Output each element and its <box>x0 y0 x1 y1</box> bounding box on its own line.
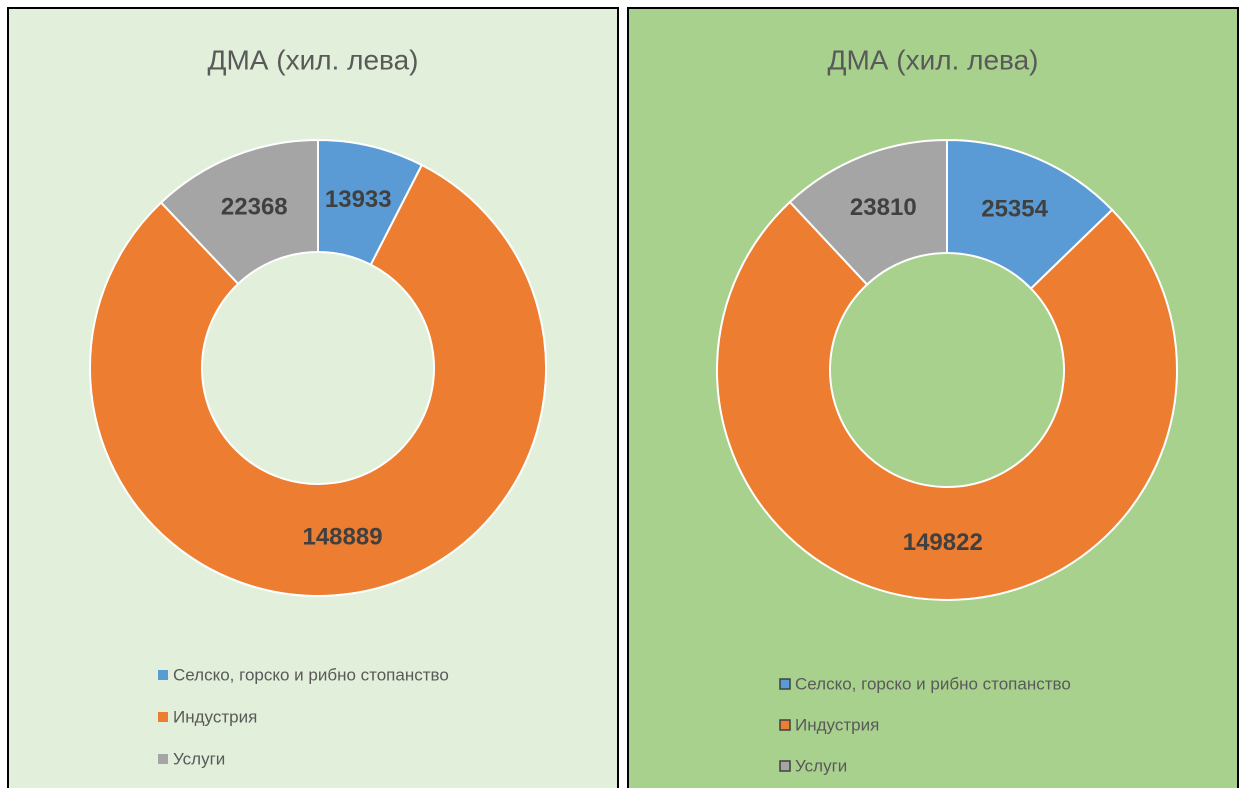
legend-marker <box>779 760 791 772</box>
legend-label: Услуги <box>795 756 847 775</box>
donut-segment <box>715 200 1178 602</box>
donut-segment <box>159 138 319 286</box>
legend-marker <box>779 719 791 731</box>
chart-panel: ДМА (хил. лева) 25354 149822 23810 Селско, г… <box>627 7 1239 788</box>
legend-marker <box>158 712 168 722</box>
donut-segment <box>89 163 547 597</box>
data-label: 149822 <box>903 529 983 556</box>
data-label: 148889 <box>302 524 382 551</box>
legend-label: Услуги <box>173 749 225 768</box>
data-label: 23810 <box>850 194 917 221</box>
legend-label: Индустрия <box>795 715 879 734</box>
donut-segment <box>788 138 948 286</box>
legend-label: Селско, горско и рибно стопанство <box>795 674 1071 693</box>
data-label: 25354 <box>981 196 1048 223</box>
legend-marker <box>779 678 791 690</box>
legend-marker <box>158 670 168 680</box>
chart-title: ДМА (хил. лева) <box>828 44 1039 75</box>
chart-panel: ДМА (хил. лева) 13933 148889 22368 Селско, г… <box>7 7 619 788</box>
data-label: 22368 <box>221 194 288 221</box>
data-label: 13933 <box>325 186 392 213</box>
legend-marker <box>158 754 168 764</box>
legend-label: Селско, горско и рибно стопанство <box>173 665 449 684</box>
legend-label: Индустрия <box>173 707 257 726</box>
chart-title: ДМА (хил. лева) <box>208 44 419 75</box>
